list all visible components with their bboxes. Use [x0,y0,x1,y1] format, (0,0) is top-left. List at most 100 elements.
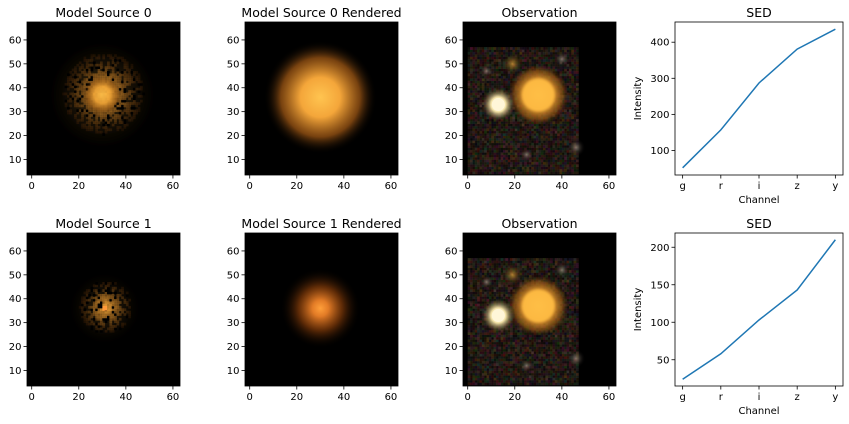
noise-pixel [519,348,523,352]
pixel [97,130,101,134]
noise-pixel [519,49,523,53]
noise-pixel [467,116,471,120]
y-tick-label: 20 [9,131,22,142]
noise-pixel [500,260,504,264]
noise-pixel [493,270,497,273]
noise-pixel [498,71,502,74]
noise-pixel [528,123,532,127]
noise-pixel [552,49,556,53]
noise-pixel [566,78,570,81]
noise-pixel [533,56,537,60]
pixel [85,301,89,304]
noise-pixel [495,80,499,84]
noise-pixel [498,375,502,379]
noise-pixel [481,137,485,141]
pixel [92,289,96,292]
noise-pixel [500,377,504,381]
noise-pixel [481,262,485,266]
noise-pixel [467,358,471,362]
pixel [102,73,106,77]
pixel [114,75,117,79]
noise-pixel [528,56,532,60]
pixel [109,313,113,316]
noise-pixel [500,372,504,376]
noise-pixel [571,73,575,77]
pixel [132,94,136,98]
noise-pixel [526,130,530,134]
noise-pixel [472,293,476,297]
noise-pixel [524,56,527,60]
noise-pixel [559,166,563,170]
noise-pixel [479,351,483,355]
noise-pixel [498,274,502,278]
noise-pixel [528,382,532,386]
noise-pixel [550,133,553,136]
noise-pixel [488,157,492,160]
image-content [280,268,361,349]
noise-pixel [521,161,525,165]
pixel [102,289,106,292]
noise-pixel [479,152,483,156]
noise-pixel [554,128,558,132]
noise-pixel [484,166,487,170]
pixel [125,63,129,67]
noise-pixel [533,137,537,141]
noise-pixel [538,169,542,172]
noise-pixel [470,164,473,168]
noise-pixel [472,339,476,343]
noise-pixel [470,265,473,269]
noise-pixel [484,147,487,151]
noise-pixel [472,377,476,381]
noise-pixel [479,87,483,91]
noise-pixel [493,262,497,266]
noise-pixel [519,145,523,148]
pixel [104,296,108,300]
noise-pixel [524,171,527,175]
noise-pixel [521,377,525,381]
pixel [102,114,106,117]
noise-pixel [479,142,483,146]
noise-pixel [514,260,518,264]
pixel [114,78,117,81]
pixel [121,56,124,60]
noise-pixel [510,142,513,146]
noise-pixel [554,66,558,70]
noise-pixel [479,47,483,50]
noise-pixel [552,166,556,170]
pixel [74,97,77,101]
noise-pixel [533,54,537,58]
noise-pixel [470,291,473,295]
noise-pixel [474,102,478,105]
noise-pixel [498,339,502,343]
noise-pixel [477,54,480,58]
pixel [64,102,68,105]
noise-pixel [479,116,483,120]
noise-pixel [481,118,485,122]
pixel [92,73,96,77]
noise-pixel [481,149,485,153]
noise-pixel [484,78,487,81]
noise-pixel [479,159,483,163]
noise-pixel [575,80,579,84]
pixel [97,308,101,312]
pixel [97,317,101,321]
noise-pixel [472,87,476,91]
noise-pixel [543,154,546,158]
noise-pixel [498,332,502,336]
noise-pixel [573,87,577,91]
noise-pixel [486,351,490,355]
noise-pixel [470,133,473,136]
noise-pixel [505,147,509,151]
pixel [85,68,89,72]
pixel [111,282,115,285]
x-tick-label: 20 [508,181,521,192]
noise-pixel [481,363,485,367]
noise-pixel [510,332,513,336]
noise-pixel [512,372,516,376]
noise-pixel [470,59,473,62]
noise-pixel [507,49,511,53]
noise-pixel [477,111,480,115]
pixel [111,301,115,304]
noise-pixel [488,358,492,362]
noise-pixel [503,140,506,144]
